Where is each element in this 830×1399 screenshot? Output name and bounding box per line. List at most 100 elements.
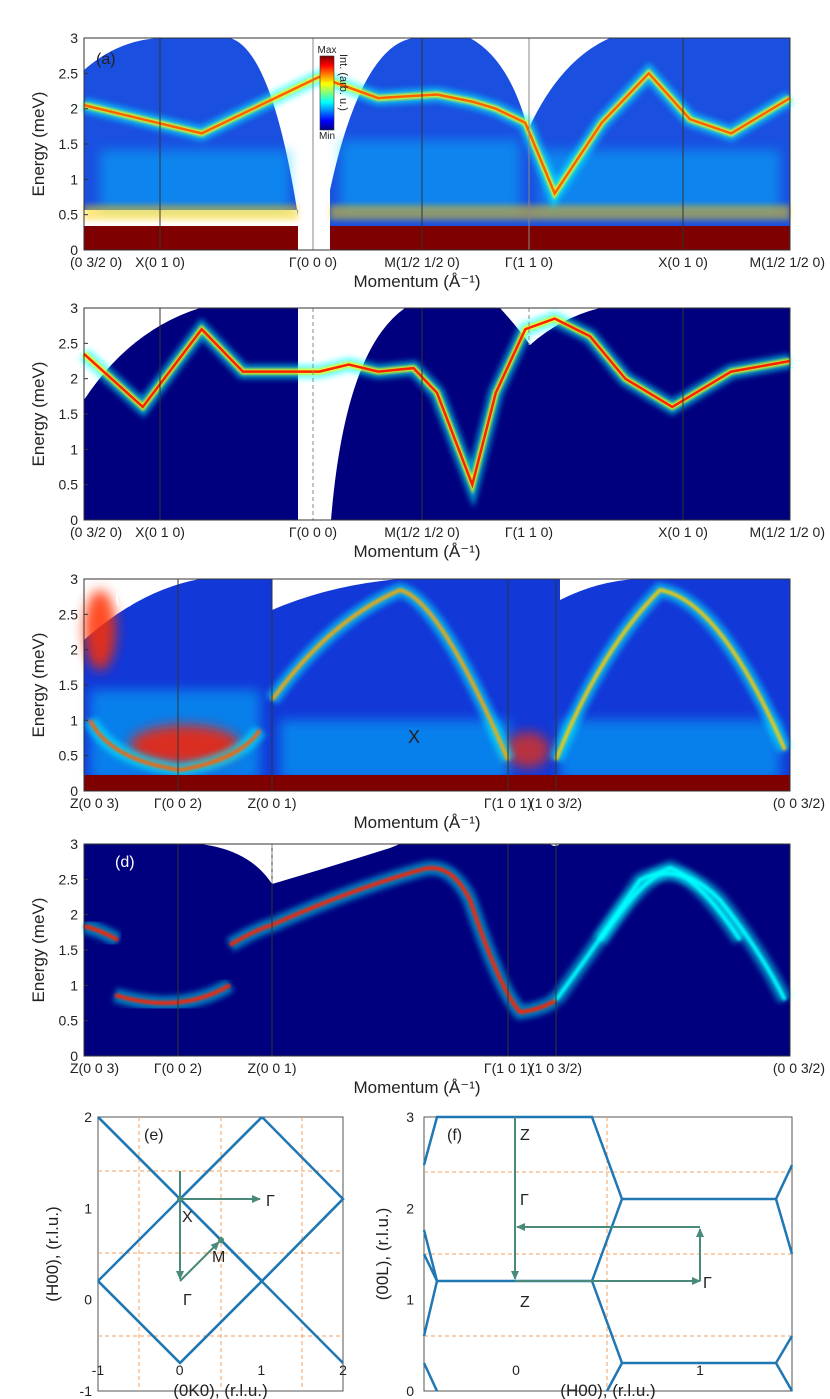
dispersion-core-d: [83, 924, 119, 942]
panel-c-floor: [84, 775, 790, 791]
panel-a: Max Min Int. (arb. u.) (a): [82, 37, 794, 251]
ylabel-a: Energy (meV): [29, 92, 48, 197]
xtick-label-c: Z(0 0 3): [70, 795, 119, 811]
colorbar-min-label: Min: [319, 131, 335, 142]
ytick-label-d: 3: [70, 836, 78, 852]
ytick-label-b: 3: [70, 300, 78, 316]
xtick-label-e: 2: [339, 1362, 347, 1378]
xtick-label-e: 0: [176, 1362, 184, 1378]
dispersion-core-c: [270, 587, 510, 761]
panel-e-point-gamma2: Γ: [183, 1292, 192, 1309]
colorbar-title: Int. (arb. u.): [337, 54, 349, 111]
ytick-label-a: 1: [70, 171, 78, 187]
ytick-label-b: 2: [70, 371, 78, 387]
ytick-label-d: 0: [70, 1048, 78, 1064]
ytick-label-c: 2: [70, 642, 78, 658]
ytick-label-e: 1: [84, 1200, 92, 1216]
panel-d-area: [84, 844, 790, 1056]
xtick-label-b: M(1/2 1/2 0): [750, 524, 825, 540]
xtick-label-b: X(0 1 0): [658, 524, 708, 540]
panel-e-point-gamma1: Γ: [266, 1193, 275, 1210]
xlabel-d: Momentum (Å⁻¹): [353, 1078, 480, 1097]
xtick-label-a: (0 3/2 0): [70, 254, 122, 270]
ytick-label-b: 1.5: [59, 406, 79, 422]
dispersion-core-d: [114, 983, 232, 1005]
ytick-label-d: 0.5: [59, 1013, 79, 1029]
xtick-label-e: -1: [92, 1362, 105, 1378]
xtick-label-c: (1 0 3/2): [530, 795, 582, 811]
ytick-label-d: 2.5: [59, 871, 79, 887]
panel-a-floor: [84, 226, 298, 250]
xtick-label-a: X(0 1 0): [658, 254, 708, 270]
xtick-label-f: 1: [696, 1362, 704, 1378]
panel-d: (d): [82, 843, 792, 1057]
dispersion-core-d: [598, 865, 742, 942]
xtick-label-a: X(0 1 0): [135, 254, 185, 270]
xlabel-e: (0K0), (r.l.u.): [173, 1381, 267, 1399]
ytick-label-c: 0: [70, 783, 78, 799]
xtick-label-c: Γ(1 0 1): [484, 795, 532, 811]
ytick-label-b: 2.5: [59, 335, 79, 351]
xtick-label-a: M(1/2 1/2 0): [384, 254, 459, 270]
panel-d-label: (d): [115, 854, 135, 871]
ytick-label-a: 0: [70, 242, 78, 258]
panel-a-floor2: [330, 226, 790, 250]
panel-f-point-gamma2: Γ: [703, 1275, 712, 1292]
panel-b-label: (b): [117, 321, 137, 338]
panel-b-dome-right: [331, 308, 790, 520]
ytick-label-d: 1: [70, 977, 78, 993]
xtick-label-a: Γ(1 1 0): [505, 254, 553, 270]
xtick-label-c: (0 0 3/2): [773, 795, 825, 811]
panel-f-point-z2: Z: [520, 1294, 530, 1311]
ytick-label-c: 1.5: [59, 677, 79, 693]
ytick-label-c: 2.5: [59, 606, 79, 622]
xtick-label-b: Γ(0 0 0): [289, 524, 337, 540]
panel-f-point-z1: Z: [520, 1127, 530, 1144]
ytick-label-a: 1.5: [59, 136, 79, 152]
panel-c: X (c): [83, 578, 792, 792]
ytick-label-d: 2: [70, 907, 78, 923]
ytick-label-b: 1: [70, 441, 78, 457]
ytick-label-b: 0.5: [59, 477, 79, 493]
dispersion-core-c: [88, 719, 262, 773]
xlabel-f: (H00), (r.l.u.): [560, 1381, 655, 1399]
ytick-label-f: 1: [406, 1292, 414, 1308]
ytick-label-c: 3: [70, 571, 78, 587]
panel-a-label: (a): [96, 51, 116, 68]
ytick-label-f: 0: [406, 1383, 414, 1399]
xtick-label-d: (0 0 3/2): [773, 1060, 825, 1076]
panel-e-point-m: M: [212, 1249, 225, 1266]
dispersion-core-c: [554, 587, 787, 761]
xtick-label-e: 1: [257, 1362, 265, 1378]
panel-f: Z Γ Z Γ (f): [422, 1115, 794, 1392]
ytick-label-c: 0.5: [59, 748, 79, 764]
ylabel-e: (H00), (r.l.u.): [43, 1206, 62, 1301]
xtick-label-a: M(1/2 1/2 0): [750, 254, 825, 270]
panel-e: X M Γ Γ (e): [97, 1116, 345, 1392]
ytick-label-e: 2: [84, 1109, 92, 1125]
ytick-label-f: 3: [406, 1109, 414, 1125]
colorbar: [319, 55, 335, 131]
xlabel-a: Momentum (Å⁻¹): [353, 272, 480, 291]
panel-b: (b): [79, 307, 792, 521]
xtick-label-f: 0: [512, 1362, 520, 1378]
panel-e-label: (e): [144, 1127, 164, 1144]
xlabel-b: Momentum (Å⁻¹): [353, 542, 480, 561]
ylabel-f: (00L), (r.l.u.): [373, 1208, 392, 1301]
ytick-label-e: 0: [84, 1292, 92, 1308]
panel-e-point-x: X: [182, 1209, 193, 1226]
dispersion-core-a: [83, 71, 791, 197]
xtick-label-c: Z(0 0 1): [247, 795, 296, 811]
xtick-label-c: Γ(0 0 2): [154, 795, 202, 811]
ytick-label-d: 1.5: [59, 942, 79, 958]
ylabel-c: Energy (meV): [29, 633, 48, 738]
xtick-label-d: Z(0 0 3): [70, 1060, 119, 1076]
xtick-label-d: Z(0 0 1): [247, 1060, 296, 1076]
xtick-label-d: Γ(0 0 2): [154, 1060, 202, 1076]
panel-c-annotation: X: [408, 727, 420, 747]
xtick-label-b: Γ(1 1 0): [505, 524, 553, 540]
panel-c-label: (c): [115, 590, 134, 607]
ytick-label-c: 1: [70, 712, 78, 728]
dispersion-core-b: [83, 317, 791, 489]
ytick-label-a: 0.5: [59, 207, 79, 223]
